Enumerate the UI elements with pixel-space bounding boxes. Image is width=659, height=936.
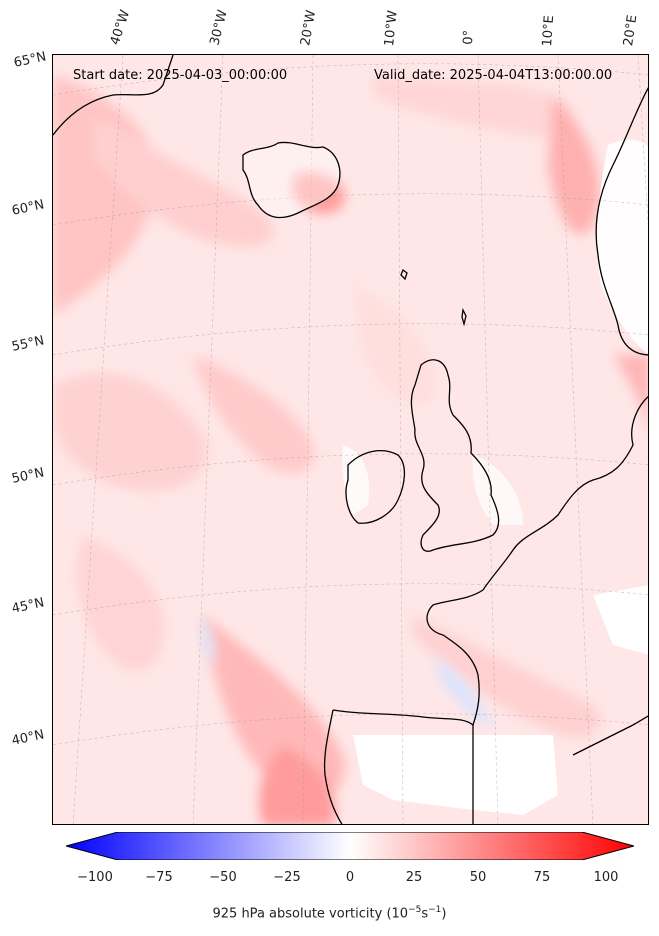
colorbar-tick: −75	[145, 870, 173, 885]
coastlines	[53, 55, 648, 824]
lat-label-55n: 55°N	[10, 333, 46, 355]
lat-label-65n: 65°N	[12, 49, 48, 71]
lon-label-0: 0°	[461, 29, 477, 45]
colorbar-tick: 25	[405, 870, 423, 885]
lon-label-10w: 10°W	[382, 9, 401, 48]
colorbar-tick: 75	[533, 870, 551, 885]
lat-label-45n: 45°N	[10, 595, 46, 617]
colorbar-tick: 100	[593, 870, 619, 885]
colorbar-tick: −25	[273, 870, 301, 885]
lon-label-10e: 10°E	[540, 14, 558, 47]
colorbar-title: 925 hPa absolute vorticity (10−5s−1)	[212, 905, 447, 922]
start-date-label: Start date: 2025-04-03_00:00:00	[73, 68, 288, 83]
lon-label-30w: 30°W	[207, 8, 231, 47]
map-panel[interactable]	[52, 54, 649, 825]
lon-label-20e: 20°E	[621, 13, 641, 47]
vorticity-field	[53, 55, 648, 824]
lon-label-20w: 20°W	[298, 9, 320, 48]
valid-date-label: Valid_date: 2025-04-04T13:00:00.00	[374, 68, 613, 83]
lat-label-40n: 40°N	[10, 727, 46, 749]
colorbar-tick: −50	[209, 870, 237, 885]
vorticity-shading	[53, 75, 648, 824]
colorbar-tick: 0	[345, 870, 355, 885]
graticule	[53, 55, 648, 824]
lat-label-50n: 50°N	[10, 465, 46, 487]
lon-label-40w: 40°W	[107, 8, 134, 47]
colorbar-tick: 50	[469, 870, 487, 885]
lat-label-60n: 60°N	[10, 197, 46, 219]
colorbar	[66, 832, 634, 860]
colorbar-tick: −100	[77, 870, 113, 885]
